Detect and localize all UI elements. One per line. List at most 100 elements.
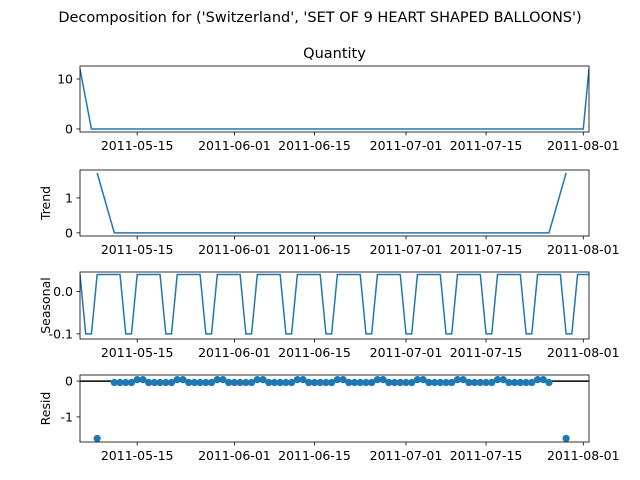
x-tick-label: 2011-06-01: [198, 242, 271, 257]
x-tick-label: 2011-07-15: [450, 242, 523, 257]
resid-point: [413, 376, 422, 384]
resid-point: [465, 378, 473, 387]
resid-point: [225, 378, 233, 387]
resid-point: [305, 378, 313, 387]
resid-point: [390, 378, 399, 387]
resid-point: [419, 376, 427, 384]
resid-point: [345, 378, 353, 387]
panel-title: Quantity: [303, 46, 366, 62]
resid-point: [270, 378, 279, 387]
resid-point: [133, 376, 141, 384]
resid-point: [150, 378, 158, 387]
resid-point: [253, 376, 261, 384]
y-tick-label: -1: [61, 409, 73, 424]
plot-area: [80, 376, 589, 442]
resid-point: [362, 378, 370, 387]
resid-point: [459, 376, 467, 384]
resid-outlier-point: [562, 434, 570, 442]
panel-1: Trend 0 1 2011-05-15 2011-06-01 2011-06-15 201…: [38, 169, 620, 257]
y-tick-label: 0: [65, 374, 73, 389]
resid-point: [516, 378, 524, 387]
resid-point: [276, 378, 284, 387]
resid-point: [230, 378, 239, 387]
resid-point: [448, 378, 456, 387]
resid-point: [196, 378, 204, 387]
trend-line: [96, 172, 567, 234]
x-tick-label: 2011-07-01: [370, 242, 443, 257]
y-axis-label: Trend: [38, 186, 53, 221]
resid-point: [167, 378, 176, 387]
resid-point: [488, 378, 496, 387]
seasonal-line: [80, 273, 589, 335]
resid-point: [545, 378, 553, 387]
resid-point: [476, 378, 484, 387]
resid-point: [528, 378, 536, 387]
resid-point: [373, 376, 381, 384]
resid-point: [499, 376, 507, 384]
resid-point: [425, 378, 433, 387]
y-axis-label: Resid: [38, 392, 53, 426]
resid-point: [202, 378, 210, 387]
panel-2: Seasonal 0.0 -0.1 2011-05-15 2011-06-01 2011-…: [38, 271, 620, 360]
resid-point: [533, 376, 542, 384]
resid-point: [122, 378, 130, 387]
resid-point: [505, 378, 513, 387]
panels: Quantity 0 10 2011-05-15 2011-06-01 2011-06-1…: [38, 46, 620, 463]
panel-3: Resid 0 -1 2011-05-15 2011-06-01 2011-06-15 20…: [38, 374, 620, 463]
resid-point: [219, 376, 227, 384]
resid-point: [145, 378, 153, 387]
resid-point: [482, 378, 490, 387]
x-tick-label: 2011-05-15: [101, 242, 174, 257]
resid-point: [322, 378, 330, 387]
resid-point: [471, 378, 479, 387]
resid-point: [173, 376, 181, 384]
axes-frame: [79, 374, 590, 443]
resid-point: [207, 378, 216, 387]
resid-point: [110, 378, 118, 387]
x-tick-label: 2011-06-15: [278, 138, 351, 153]
y-tick-label: -0.1: [49, 326, 73, 341]
figure-suptitle: Decomposition for ('Switzerland', 'SET O…: [58, 10, 581, 26]
resid-point: [402, 378, 410, 387]
resid-point: [310, 378, 319, 387]
plot-area: [96, 172, 567, 234]
resid-point: [396, 378, 404, 387]
x-tick-label: 2011-07-01: [370, 138, 443, 153]
resid-point: [511, 378, 519, 387]
resid-point: [288, 378, 296, 387]
resid-point: [333, 376, 341, 384]
plot-area: [80, 68, 589, 130]
x-tick-label: 2011-06-01: [198, 138, 271, 153]
plot-area: [80, 273, 589, 335]
x-tick-label: 2011-06-15: [278, 448, 351, 463]
resid-point: [316, 378, 324, 387]
resid-point: [385, 378, 393, 387]
y-tick-label: 1: [65, 190, 73, 205]
resid-point: [282, 378, 290, 387]
quantity-line: [80, 68, 589, 130]
resid-point: [328, 378, 336, 387]
y-tick-label: 10: [57, 72, 73, 87]
resid-point: [453, 376, 462, 384]
resid-outlier-point: [93, 434, 101, 442]
x-tick-label: 2011-06-15: [278, 345, 351, 360]
resid-point: [213, 376, 221, 384]
resid-point: [539, 376, 547, 384]
x-tick-label: 2011-05-15: [101, 448, 174, 463]
resid-point: [408, 378, 416, 387]
panel-0: Quantity 0 10 2011-05-15 2011-06-01 2011-06-1…: [57, 46, 620, 153]
x-tick-label: 2011-08-01: [547, 345, 620, 360]
x-tick-label: 2011-07-01: [370, 448, 443, 463]
x-tick-label: 2011-06-01: [198, 448, 271, 463]
resid-point: [293, 376, 301, 384]
resid-point: [185, 378, 193, 387]
axes-frame: [79, 271, 590, 340]
resid-point: [236, 378, 244, 387]
resid-point: [190, 378, 198, 387]
resid-point: [442, 378, 450, 387]
resid-point: [127, 378, 136, 387]
y-tick-label: 0.0: [53, 284, 73, 299]
resid-point: [116, 378, 124, 387]
x-tick-label: 2011-07-01: [370, 345, 443, 360]
